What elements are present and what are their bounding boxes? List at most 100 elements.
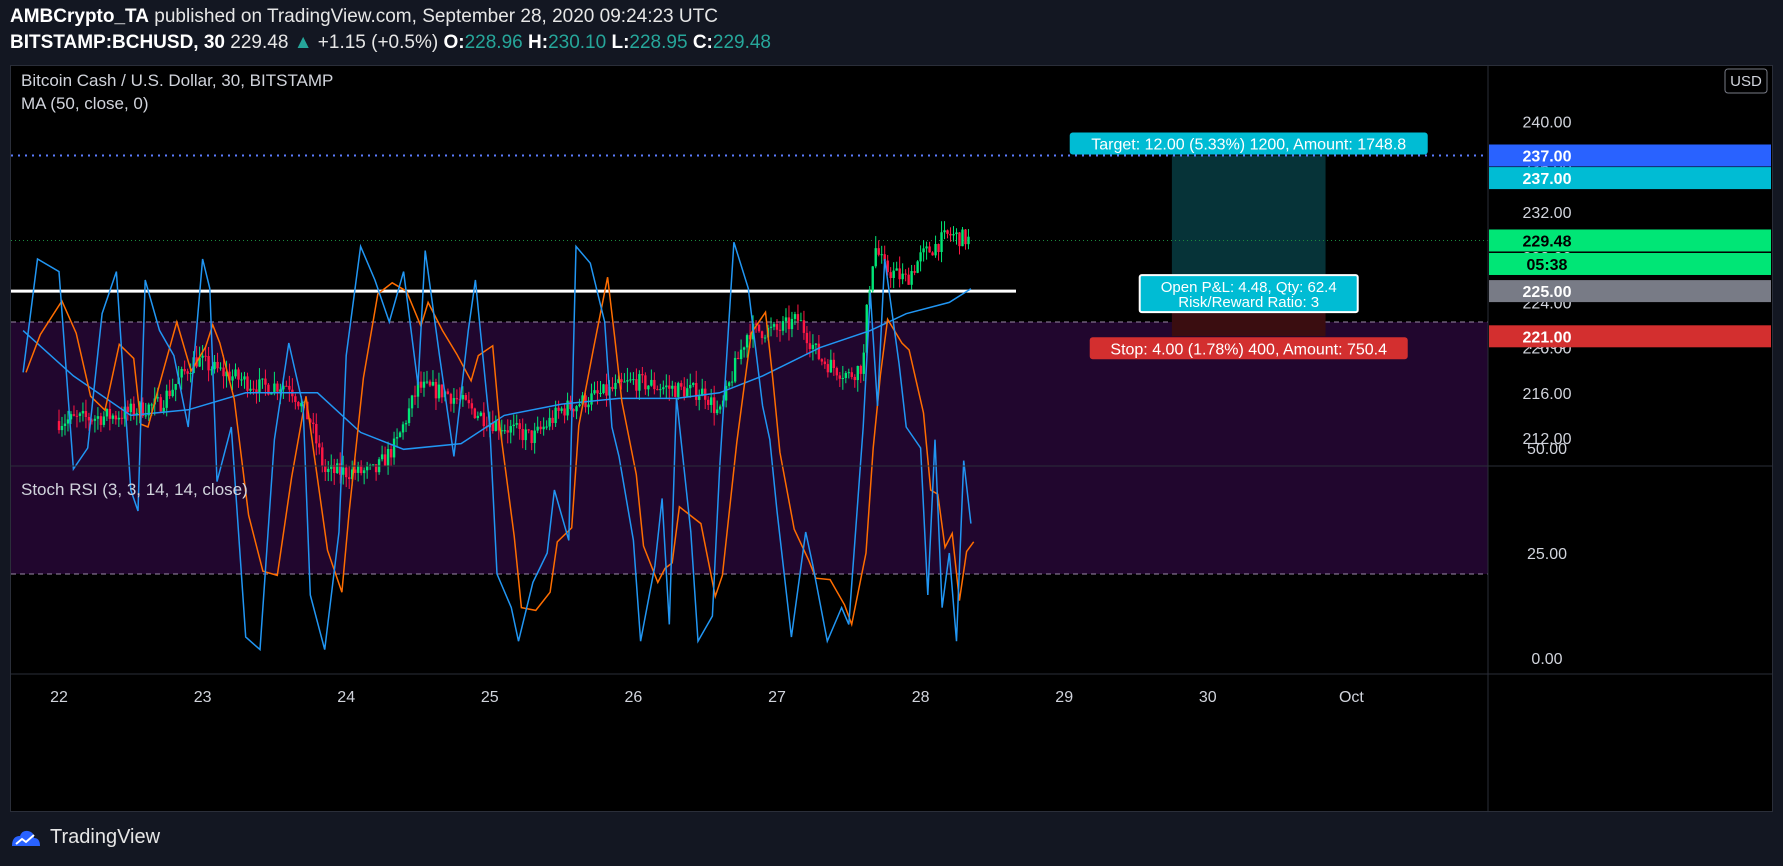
- candle-body: [772, 324, 776, 327]
- candle-body: [446, 391, 450, 394]
- candle-body: [847, 372, 850, 374]
- pnl-label: Open P&L: 4.48, Qty: 62.4: [1161, 279, 1337, 296]
- candle-body: [99, 416, 103, 425]
- candle-body: [727, 382, 731, 386]
- candle-body: [60, 425, 64, 431]
- price-label-text-last: 229.48: [1523, 233, 1572, 250]
- candle-body: [470, 403, 474, 409]
- candle-body: [464, 395, 468, 400]
- candle-body: [889, 272, 892, 278]
- candle-body: [883, 254, 886, 261]
- candle-body: [309, 419, 312, 423]
- candle-body: [494, 420, 497, 432]
- candle-body: [575, 406, 578, 412]
- candle-body: [506, 430, 509, 433]
- price-tick-label: 216.00: [1523, 386, 1572, 403]
- candle-body: [605, 384, 608, 396]
- candle-body: [261, 378, 264, 380]
- candle-body: [219, 367, 222, 369]
- candle-body: [216, 361, 219, 369]
- candle-body: [596, 390, 599, 394]
- candle-body: [530, 430, 533, 444]
- candle-body: [336, 463, 339, 474]
- candle-body: [389, 448, 393, 458]
- candle-body: [395, 437, 399, 439]
- candle-body: [57, 421, 61, 431]
- candle-body: [730, 381, 734, 383]
- candle-body: [96, 416, 100, 419]
- candle-body: [330, 464, 333, 469]
- candle-body: [129, 403, 132, 413]
- candle-body: [662, 387, 665, 390]
- stop-label-box[interactable]: [1089, 337, 1408, 360]
- candle-body: [928, 246, 931, 253]
- candle-body: [901, 273, 904, 280]
- chart-frame: [11, 66, 1772, 811]
- candle-body: [925, 246, 928, 249]
- candle-body: [680, 383, 683, 387]
- candle-body: [823, 361, 827, 365]
- candle-body: [796, 314, 800, 321]
- candle-body: [87, 417, 91, 421]
- ma-legend[interactable]: MA (50, close, 0): [21, 94, 149, 113]
- candle-body: [943, 230, 946, 233]
- candle-body: [757, 324, 761, 332]
- stoch-tick-label: 50.00: [1527, 441, 1567, 458]
- target-label-box[interactable]: [1069, 132, 1428, 155]
- candle-body: [162, 407, 165, 412]
- candle-body: [632, 379, 635, 381]
- chart-container[interactable]: 212.00216.00220.00224.00228.00232.00236.…: [10, 65, 1773, 812]
- candle-body: [877, 248, 880, 255]
- candle-body: [769, 326, 773, 328]
- candle-body: [871, 266, 874, 291]
- candle-body: [829, 359, 833, 373]
- stoch-legend[interactable]: Stoch RSI (3, 3, 14, 14, close): [21, 480, 248, 499]
- candle-body: [853, 376, 856, 381]
- candle-body: [805, 332, 809, 344]
- candle-body: [814, 343, 818, 345]
- candle-body: [826, 364, 830, 373]
- candle-body: [880, 254, 883, 256]
- target-zone[interactable]: [1171, 155, 1326, 292]
- candle-body: [147, 404, 150, 416]
- candle-body: [225, 371, 228, 377]
- candle-body: [910, 271, 913, 285]
- time-axis[interactable]: 22 23 24 25 26 27 28 29 30 Oct: [50, 689, 1364, 706]
- currency-button[interactable]: [1724, 68, 1768, 94]
- candle-body: [709, 397, 713, 405]
- stoch-k-line[interactable]: [22, 241, 972, 652]
- chart-canvas[interactable]: 212.00216.00220.00224.00228.00232.00236.…: [11, 66, 1772, 811]
- candle-body: [817, 343, 821, 360]
- tradingview-brand[interactable]: TradingView: [10, 826, 160, 849]
- candle-body: [587, 404, 590, 408]
- ma-line[interactable]: [22, 288, 972, 451]
- pair-legend[interactable]: Bitcoin Cash / U.S. Dollar, 30, BITSTAMP: [21, 71, 333, 90]
- candle-body: [315, 423, 318, 444]
- candle-body: [324, 466, 327, 472]
- candle-body: [509, 426, 512, 433]
- candle-body: [186, 371, 189, 374]
- open-value: 228.96: [464, 32, 523, 53]
- low-value: 228.95: [629, 32, 688, 53]
- candle-body: [686, 388, 689, 397]
- candle-body: [641, 374, 644, 376]
- position-labels[interactable]: Target: 12.00 (5.33%) 1200, Amount: 1748…: [1069, 132, 1428, 360]
- candle-body: [904, 273, 907, 275]
- candle-body: [240, 379, 243, 381]
- candle-body: [380, 454, 384, 460]
- candle-body: [222, 367, 225, 377]
- close-label: C:: [692, 32, 713, 53]
- candle-body: [189, 373, 192, 375]
- candle-body: [784, 317, 788, 322]
- publisher-name[interactable]: AMBCrypto_TA: [10, 6, 149, 27]
- publish-details: published on TradingView.com, September …: [154, 6, 718, 27]
- candle-body: [144, 415, 147, 417]
- candle-body: [159, 397, 162, 412]
- candle-body: [407, 408, 411, 424]
- stoch-overbought-oversold-band: [11, 322, 1488, 574]
- pnl-label-box[interactable]: [1138, 274, 1359, 314]
- candle-body: [623, 381, 626, 383]
- time-tick-label: 30: [1199, 689, 1217, 706]
- candle-body: [267, 384, 270, 395]
- candle-body: [461, 395, 465, 400]
